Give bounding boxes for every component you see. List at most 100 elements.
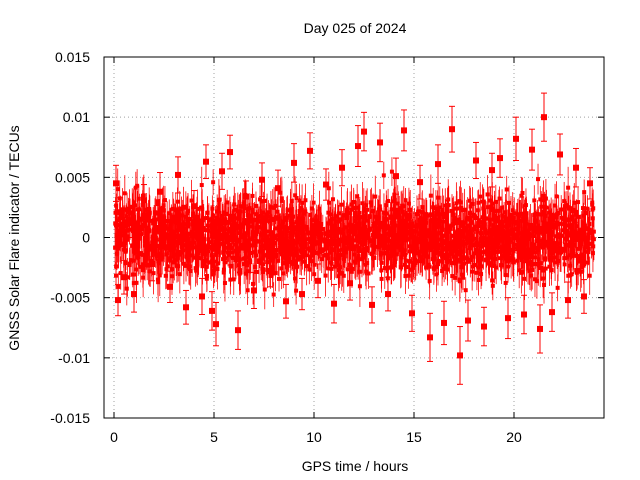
cloud-point [169,238,174,243]
cloud-point [562,262,567,267]
cloud-point [131,243,136,248]
cloud-point [449,223,454,228]
cloud-point [144,247,149,252]
cloud-point [174,257,179,262]
cloud-point [468,230,473,235]
cloud-point [355,194,360,199]
cloud-point [237,216,242,221]
cloud-point [319,231,324,236]
cloud-point [333,257,338,262]
cloud-point [133,203,138,208]
cloud-point [229,246,234,251]
cloud-point [419,240,424,245]
cloud-point [293,276,298,281]
cloud-point [334,239,339,244]
cloud-point [158,223,163,228]
cloud-point [391,225,396,230]
cloud-point [172,260,177,265]
cloud-point [504,187,509,192]
cloud-point [345,209,350,214]
cloud-point [297,209,302,214]
cloud-point [369,203,374,208]
cloud-point [541,193,546,198]
cloud-point [357,215,362,220]
cloud-point [181,204,186,209]
cloud-point [303,241,308,246]
cloud-point [580,231,585,236]
cloud-point [209,230,214,235]
cloud-point [135,183,140,188]
cloud-point [427,228,432,233]
cloud-point [188,269,193,274]
cloud-point [515,212,520,217]
cloud-point [118,271,123,276]
cloud-point [364,203,369,208]
cloud-point [348,263,353,268]
cloud-point [308,231,313,236]
cloud-point [208,240,213,245]
cloud-point [155,202,160,207]
cloud-point [118,238,123,243]
cloud-point [274,254,279,259]
cloud-point [173,252,178,257]
cloud-point [371,250,376,255]
cloud-point [185,224,190,229]
cloud-point [410,221,415,226]
cloud-point [284,229,289,234]
cloud-point [412,257,417,262]
cloud-point [446,203,451,208]
cloud-point [522,211,527,216]
cloud-point [328,221,333,226]
cloud-point [539,212,544,217]
cloud-point [420,210,425,215]
cloud-point [159,257,164,262]
cloud-point [164,252,169,257]
cloud-point [485,192,490,197]
cloud-point [334,260,339,265]
cloud-point [247,244,252,249]
cloud-point [453,275,458,280]
cloud-point [196,233,201,238]
cloud-point [551,250,556,255]
cloud-point [322,253,327,258]
cloud-point [452,254,457,259]
cloud-point [312,241,317,246]
cloud-point [293,249,298,254]
cloud-point [289,199,294,204]
cloud-point [155,252,160,257]
cloud-point [359,257,364,262]
cloud-point [507,200,512,205]
cloud-point [488,236,493,241]
cloud-point [508,247,513,252]
cloud-point [566,206,571,211]
cloud-point [244,238,249,243]
cloud-point [356,246,361,251]
cloud-point [540,198,545,203]
cloud-point [497,196,502,201]
cloud-point [381,210,386,215]
cloud-point [511,259,516,264]
cloud-point [529,273,534,278]
cloud-point [197,228,202,233]
cloud-point [195,206,200,211]
cloud-point [536,248,541,253]
cloud-point [244,263,249,268]
cloud-point [373,194,378,199]
cloud-point [206,237,211,242]
cloud-point [377,241,382,246]
cloud-point [322,237,327,242]
cloud-point [539,265,544,270]
cloud-point [509,257,514,262]
cloud-point [245,218,250,223]
cloud-point [140,193,145,198]
cloud-point [226,250,231,255]
cloud-point [521,216,526,221]
cloud-point [573,234,578,239]
cloud-point [498,238,503,243]
cloud-point [194,222,199,227]
cloud-point [385,247,390,252]
cloud-point [587,230,592,235]
cloud-point [471,242,476,247]
cloud-point [347,245,352,250]
cloud-point [278,190,283,195]
